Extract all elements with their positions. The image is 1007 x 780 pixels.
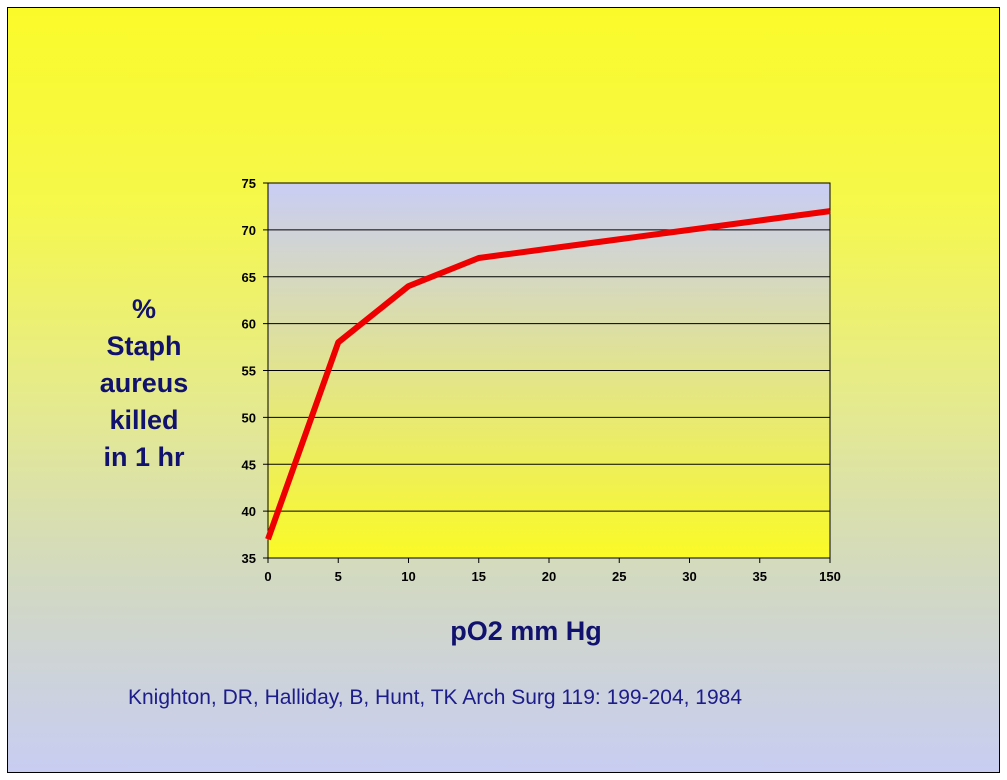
y-axis-label-line: in 1 hr <box>103 442 185 472</box>
data-point <box>689 229 690 231</box>
y-axis-label-line: killed <box>109 405 179 435</box>
y-tick-label: 55 <box>242 364 256 379</box>
x-tick-label: 5 <box>335 569 342 584</box>
y-tick-label: 35 <box>242 551 256 566</box>
x-tick-label: 0 <box>264 569 271 584</box>
y-tick-label: 40 <box>242 504 256 519</box>
x-tick-label: 15 <box>472 569 486 584</box>
x-tick-label: 150 <box>819 569 841 584</box>
y-tick-label: 70 <box>242 223 256 238</box>
x-tick-label: 35 <box>753 569 767 584</box>
y-axis-label-line: Staph <box>106 331 182 361</box>
citation-text: Knighton, DR, Halliday, B, Hunt, TK Arch… <box>128 686 743 709</box>
data-point <box>408 285 409 287</box>
x-tick-label: 10 <box>401 569 415 584</box>
y-tick-label: 65 <box>242 270 256 285</box>
y-axis-label: % Staph aureus killed in 1 hr <box>60 291 228 476</box>
x-tick-label: 25 <box>612 569 626 584</box>
slide-background: 35 40 45 50 55 60 65 70 75 0 5 10 15 20 25 30 35 150 % St… <box>7 7 1000 773</box>
data-point <box>267 538 269 540</box>
y-axis: 35 40 45 50 55 60 65 70 75 <box>242 176 268 566</box>
y-axis-label-line: % <box>131 294 156 324</box>
x-axis-label: pO2 mm Hg <box>450 616 602 646</box>
x-axis: 0 5 10 15 20 25 30 35 150 <box>264 558 841 584</box>
data-point <box>337 341 339 343</box>
y-tick-label: 50 <box>242 410 256 425</box>
data-point <box>829 210 831 212</box>
y-tick-label: 45 <box>242 457 256 472</box>
data-point <box>759 220 761 221</box>
data-point <box>478 257 480 259</box>
line-chart: 35 40 45 50 55 60 65 70 75 0 5 10 15 20 25 30 35 150 <box>242 176 841 584</box>
y-tick-label: 60 <box>242 317 256 332</box>
x-tick-label: 20 <box>542 569 556 584</box>
data-point <box>618 238 620 240</box>
data-point <box>548 248 550 250</box>
y-tick-label: 75 <box>242 176 256 191</box>
x-tick-label: 30 <box>682 569 696 584</box>
y-axis-label-line: aureus <box>99 368 189 398</box>
series-group <box>265 208 831 541</box>
